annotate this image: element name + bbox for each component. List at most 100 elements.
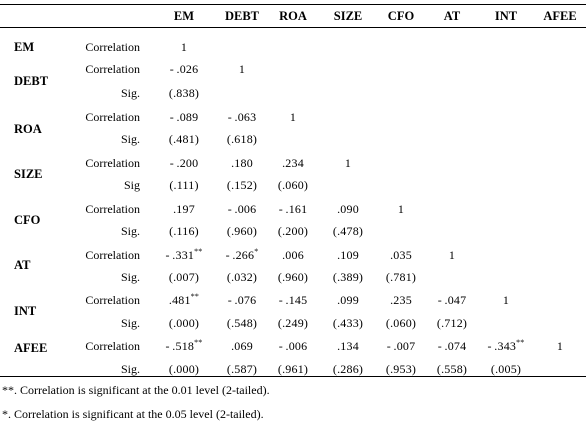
table-cell: 1	[238, 62, 246, 76]
stat-label: Correlation	[85, 248, 140, 262]
table-cell: 1	[502, 293, 510, 307]
row-label-size: SIZE	[14, 167, 43, 181]
table-cell: .090	[337, 202, 359, 216]
table-cell: (.005)	[490, 362, 522, 376]
row-label-roa: ROA	[14, 122, 42, 136]
stat-label: Sig.	[120, 362, 140, 376]
column-header-debt: DEBT	[224, 9, 260, 23]
table-cell: - .007	[386, 339, 416, 353]
column-header-em: EM	[173, 9, 195, 23]
header-bottom-rule	[0, 27, 586, 28]
table-cell: (.000)	[168, 362, 200, 376]
stat-label: Sig.	[120, 132, 140, 146]
table-cell: (.286)	[332, 362, 364, 376]
table-cell: - .200	[169, 156, 199, 170]
table-cell: .180	[231, 156, 253, 170]
table-cell: 1	[556, 339, 564, 353]
table-cell: .235	[390, 293, 412, 307]
table-cell: - .161	[278, 202, 308, 216]
column-header-int: INT	[494, 9, 518, 23]
table-cell: (.781)	[385, 270, 417, 284]
table-cell: - .026	[169, 62, 199, 76]
table-cell: .197	[173, 202, 195, 216]
table-cell: (.111)	[169, 178, 199, 192]
table-cell: (.060)	[385, 316, 417, 330]
table-cell: .134	[337, 339, 359, 353]
table-cell: (.960)	[226, 224, 258, 238]
table-cell: - .063	[227, 110, 257, 124]
column-header-size: SIZE	[333, 9, 363, 23]
table-cell: (.116)	[169, 224, 199, 238]
table-cell: (.152)	[226, 178, 258, 192]
table-cell: 1	[344, 156, 352, 170]
stat-label: Sig.	[120, 270, 140, 284]
table-cell: (.433)	[332, 316, 364, 330]
table-top-rule	[0, 4, 586, 5]
table-cell: - .006	[278, 339, 308, 353]
column-header-roa: ROA	[279, 9, 307, 23]
stat-label: Correlation	[85, 40, 140, 54]
table-cell: 1	[448, 248, 456, 262]
row-label-em: EM	[14, 40, 35, 54]
table-cell: .109	[337, 248, 359, 262]
table-cell: .234	[282, 156, 304, 170]
table-cell: .035	[390, 248, 412, 262]
column-header-cfo: CFO	[387, 9, 415, 23]
table-cell: (.389)	[332, 270, 364, 284]
table-cell: .006	[282, 248, 304, 262]
table-cell: - .331**	[165, 247, 203, 263]
table-cell: (.200)	[277, 224, 309, 238]
table-cell: (.481)	[168, 132, 200, 146]
column-header-afee: AFEE	[543, 9, 577, 23]
footnote-005: *. Correlation is significant at the 0.0…	[2, 407, 264, 421]
footnote-001: **. Correlation is significant at the 0.…	[2, 383, 270, 397]
table-cell: (.618)	[226, 132, 258, 146]
stat-label: Sig.	[120, 316, 140, 330]
table-cell: (.007)	[168, 270, 200, 284]
table-cell: (.060)	[277, 178, 309, 192]
table-cell: 1	[397, 202, 405, 216]
row-label-at: AT	[14, 258, 31, 272]
table-cell: .481**	[168, 292, 200, 308]
stat-label: Sig.	[120, 224, 140, 238]
row-label-int: INT	[14, 304, 37, 318]
stat-label: Sig	[123, 178, 140, 192]
table-cell: - .047	[437, 293, 467, 307]
table-cell: (.953)	[385, 362, 417, 376]
table-cell: (.838)	[168, 86, 200, 100]
stat-label: Correlation	[85, 202, 140, 216]
table-bottom-rule	[0, 376, 586, 377]
column-header-at: AT	[443, 9, 461, 23]
table-cell: .099	[337, 293, 359, 307]
stat-label: Correlation	[85, 293, 140, 307]
table-cell: - .343**	[487, 338, 525, 354]
stat-label: Correlation	[85, 156, 140, 170]
table-cell: 1	[289, 110, 297, 124]
stat-label: Correlation	[85, 110, 140, 124]
table-cell: - .145	[278, 293, 308, 307]
stat-label: Correlation	[85, 62, 140, 76]
row-label-debt: DEBT	[14, 74, 49, 88]
table-cell: (.000)	[168, 316, 200, 330]
table-cell: (.548)	[226, 316, 258, 330]
table-cell: (.478)	[332, 224, 364, 238]
stat-label: Sig.	[120, 86, 140, 100]
table-cell: (.558)	[436, 362, 468, 376]
table-cell: 1	[180, 40, 188, 54]
table-cell: (.249)	[277, 316, 309, 330]
table-cell: (.712)	[436, 316, 468, 330]
table-cell: - .076	[227, 293, 257, 307]
table-cell: (.960)	[277, 270, 309, 284]
table-cell: - .266*	[225, 247, 259, 263]
stat-label: Correlation	[85, 339, 140, 353]
table-cell: - .518**	[165, 338, 203, 354]
row-label-afee: AFEE	[14, 341, 48, 355]
table-cell: - .089	[169, 110, 199, 124]
table-cell: (.587)	[226, 362, 258, 376]
table-cell: (.961)	[277, 362, 309, 376]
table-cell: (.032)	[226, 270, 258, 284]
table-cell: .069	[231, 339, 253, 353]
row-label-cfo: CFO	[14, 213, 41, 227]
table-cell: - .006	[227, 202, 257, 216]
